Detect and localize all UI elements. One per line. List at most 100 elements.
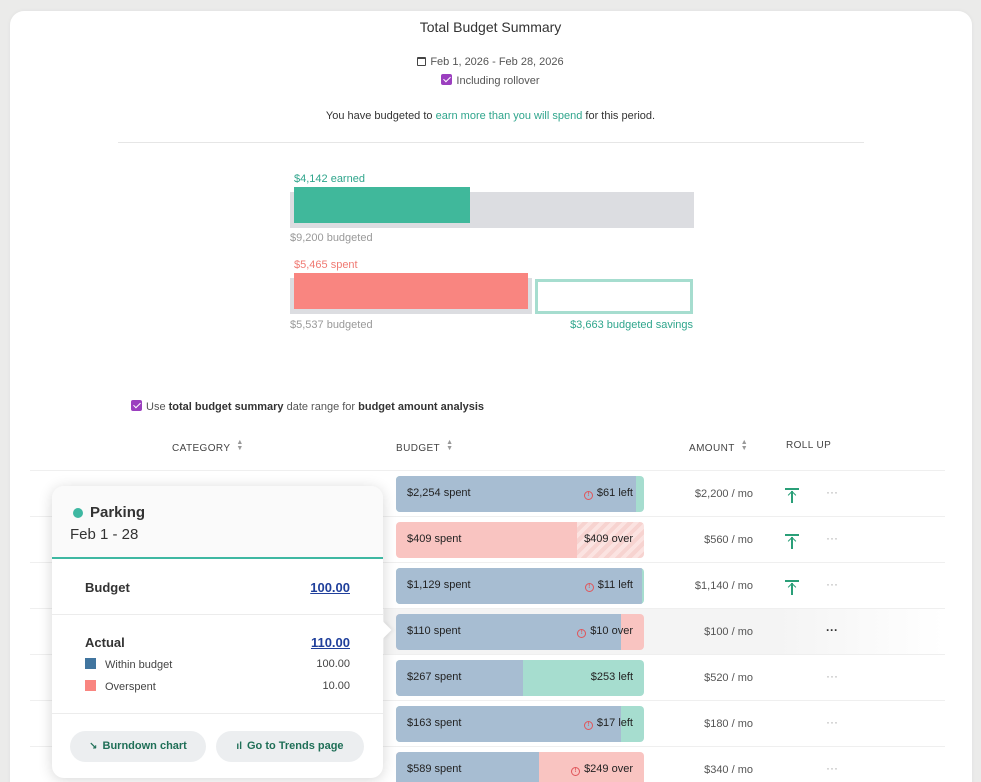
more-icon[interactable]: ···: [826, 761, 838, 775]
popover-category: Parking: [90, 504, 146, 521]
header-amount[interactable]: AMOUNT ▲ ▼: [689, 439, 748, 454]
header-category[interactable]: CATEGORY ▲ ▼: [172, 439, 244, 454]
rollup-icon[interactable]: [785, 580, 799, 596]
bar-over-segment: [577, 522, 644, 558]
use-range-option[interactable]: Use total budget summary date range for …: [131, 400, 484, 413]
divider: [52, 614, 383, 615]
calendar-icon: [417, 57, 427, 66]
header-category-label: CATEGORY: [172, 443, 231, 454]
spent-label: $5,465 spent: [294, 259, 358, 271]
bar-spent-segment: [396, 476, 636, 512]
row-status: ! $249 over: [571, 763, 633, 776]
divider: [118, 142, 864, 143]
sort-icon: ▲ ▼: [236, 439, 244, 452]
divider: [52, 713, 383, 714]
more-icon[interactable]: ···: [826, 715, 838, 729]
row-amount[interactable]: $1,140 / mo: [694, 580, 753, 592]
savings-bar: [535, 279, 693, 314]
row-divider: [30, 562, 945, 563]
legend-label: Overspent: [105, 681, 156, 693]
header-rollup: ROLL UP: [786, 440, 832, 451]
row-amount[interactable]: $100 / mo: [704, 626, 753, 638]
burndown-chart-button[interactable]: ↘ Burndown chart: [70, 731, 206, 762]
row-status-text: $11 left: [597, 579, 633, 591]
summary-message: You have budgeted to earn more than you …: [0, 110, 981, 122]
row-spent: $589 spent: [407, 763, 462, 775]
rollover-checkbox[interactable]: [441, 74, 453, 85]
header-budget-label: BUDGET: [396, 443, 441, 454]
more-icon[interactable]: ···: [826, 531, 838, 545]
trends-label: Go to Trends page: [246, 740, 344, 752]
row-status: ! $17 left: [583, 717, 633, 730]
legend-value: 10.00: [322, 680, 350, 692]
row-spent: $110 spent: [407, 625, 461, 637]
message-link[interactable]: earn more than you will spend: [435, 110, 583, 122]
legend-swatch: [85, 680, 96, 691]
trends-page-button[interactable]: ıl Go to Trends page: [216, 731, 364, 762]
budget-bar[interactable]: $1,129 spent ! $11 left: [396, 568, 644, 604]
burndown-label: Burndown chart: [102, 740, 187, 752]
warning-icon: !: [583, 721, 593, 730]
row-amount[interactable]: $340 / mo: [704, 764, 753, 776]
bar-spent-segment: [396, 568, 642, 604]
category-dot-icon: [73, 508, 83, 518]
bar-chart-icon: ıl: [236, 741, 242, 752]
row-amount[interactable]: $560 / mo: [704, 534, 753, 546]
row-status-text: $61 left: [596, 487, 633, 499]
popover-actual-value[interactable]: 110.00: [310, 635, 350, 650]
more-icon[interactable]: ···: [826, 577, 838, 591]
row-status: ! $10 over: [577, 625, 633, 638]
spent-budgeted-label: $5,537 budgeted: [290, 319, 373, 331]
row-spent: $409 spent: [407, 533, 462, 545]
budget-bar[interactable]: $409 spent $409 over: [396, 522, 644, 558]
header-amount-label: AMOUNT: [689, 443, 735, 454]
earned-bar-fill: [294, 187, 470, 223]
popover-budget-value[interactable]: 100.00: [310, 580, 350, 595]
row-status: $253 left: [590, 671, 633, 683]
row-divider: [30, 470, 945, 471]
row-status: ! $11 left: [584, 579, 633, 592]
use-range-checkbox[interactable]: [131, 400, 142, 411]
legend-swatch: [85, 658, 96, 669]
row-amount[interactable]: $180 / mo: [704, 718, 753, 730]
row-spent: $1,129 spent: [407, 579, 471, 591]
row-status-text: $17 left: [596, 717, 633, 729]
use-range-pre: Use: [146, 401, 169, 413]
more-icon[interactable]: ···: [826, 669, 838, 683]
row-divider: [30, 516, 945, 517]
summary-title: Total Budget Summary: [419, 19, 562, 35]
date-range[interactable]: Feb 1, 2026 - Feb 28, 2026: [0, 56, 981, 68]
row-divider: [30, 608, 945, 609]
more-icon[interactable]: ···: [826, 623, 838, 637]
budget-bar[interactable]: $110 spent ! $10 over: [396, 614, 644, 650]
rollover-label: Including rollover: [456, 75, 540, 87]
budget-bar[interactable]: $2,254 spent ! $61 left: [396, 476, 644, 512]
row-divider: [30, 700, 945, 701]
row-divider: [30, 654, 945, 655]
warning-icon: !: [583, 491, 593, 500]
more-icon[interactable]: ···: [826, 485, 838, 499]
use-range-bold1: total budget summary: [168, 401, 284, 413]
bar-spent-segment: [396, 660, 523, 696]
bar-spent-segment: [396, 706, 621, 742]
category-popover: Parking Feb 1 - 28 Budget 100.00 Actual …: [52, 486, 392, 778]
row-amount[interactable]: $520 / mo: [704, 672, 753, 684]
budget-bar[interactable]: $267 spent $253 left: [396, 660, 644, 696]
budget-bar[interactable]: $163 spent ! $17 left: [396, 706, 644, 742]
legend-value: 100.00: [316, 658, 350, 670]
message-pre: You have budgeted to: [325, 110, 436, 122]
rollup-icon[interactable]: [785, 488, 799, 504]
rollover-option[interactable]: Including rollover: [0, 74, 981, 87]
bar-spent-segment: [396, 752, 539, 782]
popover-range: Feb 1 - 28: [70, 526, 139, 543]
row-spent: $267 spent: [407, 671, 462, 683]
budget-bar[interactable]: $589 spent ! $249 over: [396, 752, 644, 782]
header-budget[interactable]: BUDGET ▲ ▼: [396, 439, 453, 454]
earned-budgeted-label: $9,200 budgeted: [290, 232, 373, 244]
earned-label: $4,142 earned: [294, 173, 365, 185]
warning-icon: !: [584, 583, 594, 592]
rollup-icon[interactable]: [785, 534, 799, 550]
row-status-text: $249 over: [584, 763, 633, 775]
row-amount[interactable]: $2,200 / mo: [694, 488, 753, 500]
row-status: $409 over: [584, 533, 633, 545]
